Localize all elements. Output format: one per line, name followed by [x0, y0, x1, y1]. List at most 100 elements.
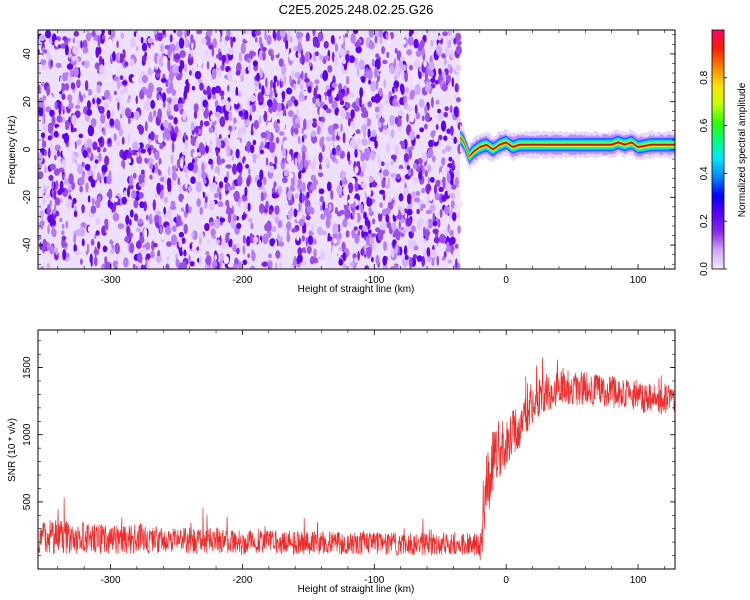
spectrogram-blob: [409, 168, 414, 177]
spectrogram-blob: [225, 35, 231, 42]
spectrogram-blob: [68, 173, 74, 185]
spectrogram-blob: [173, 104, 180, 112]
spectrogram-blob: [393, 80, 400, 89]
spectrogram-blob: [342, 96, 349, 102]
spectrogram-blob: [147, 147, 152, 154]
spectrogram-blob: [339, 48, 346, 57]
spectrogram-blob: [133, 199, 139, 209]
spectrogram-blob: [232, 263, 239, 269]
spectrogram-blob: [178, 237, 183, 248]
spectrogram-blob: [322, 70, 329, 82]
colorbar-tick-label: 0.2: [699, 214, 710, 228]
spectrogram-blob: [436, 255, 440, 266]
spectrogram-noise-blobs: [38, 30, 464, 269]
colorbar-tick-label: 0.8: [699, 70, 710, 84]
spectrogram-blob: [94, 62, 101, 70]
spectrogram-blob: [368, 79, 372, 85]
spectrogram-blob: [172, 171, 177, 181]
spectrogram-blob: [301, 127, 305, 134]
spectrogram-blob: [445, 145, 452, 152]
spectrogram-blob: [212, 38, 217, 49]
spectrogram-blob: [210, 228, 216, 237]
spectrogram-blob: [85, 32, 92, 42]
spectrogram-blob: [170, 132, 177, 142]
spectrogram-blob: [361, 138, 368, 146]
spectrogram-blob: [106, 191, 111, 198]
spectrogram-blob: [160, 77, 167, 83]
spectrogram-blob: [184, 30, 187, 39]
spectrogram-blob: [357, 230, 361, 237]
spectrogram-blob: [401, 209, 405, 216]
spectrogram-blob: [386, 162, 390, 171]
spectrogram-blob: [442, 166, 446, 175]
spectrogram-blob: [449, 236, 456, 245]
spectrogram-blob: [168, 260, 175, 269]
spectrogram-blob: [126, 151, 132, 159]
spectrogram-blob: [331, 100, 338, 110]
spectrogram-blob: [401, 71, 405, 80]
spectrogram-blob: [304, 199, 311, 208]
spectrogram-blob: [112, 202, 117, 213]
spectrogram-blob: [322, 260, 327, 269]
spectrogram-blob: [375, 79, 379, 91]
spectrogram-blob: [115, 96, 121, 103]
spectrogram-blob: [157, 134, 164, 144]
spectrogram-blob: [78, 176, 85, 186]
spectrogram-blob: [163, 174, 167, 186]
spectrogram-blob: [361, 76, 366, 83]
spectrogram-blob: [317, 31, 324, 42]
snr-plot-area: [38, 330, 675, 569]
spectrogram-blob: [94, 246, 97, 258]
spectrogram-blob: [273, 181, 277, 188]
spectrogram-blob: [297, 135, 301, 145]
spectrogram-blob: [197, 58, 202, 70]
spectrogram-blob: [54, 180, 59, 190]
spectrogram-blob: [344, 33, 349, 38]
spectrogram-blob: [435, 99, 440, 105]
spectrogram-blob: [97, 241, 101, 250]
spectrogram-blob: [261, 261, 268, 268]
spectrogram-blob: [238, 52, 243, 62]
spectrogram-blob: [129, 37, 136, 48]
spectrogram-blob: [278, 58, 284, 67]
spectrogram-blob: [93, 164, 98, 170]
spectrogram-blob: [312, 96, 317, 104]
spectrogram-blob: [97, 137, 103, 144]
spectrogram-blob: [232, 36, 236, 43]
spectrogram-blob: [116, 78, 121, 90]
spectrogram-blob: [427, 177, 430, 185]
spectrogram-blob: [308, 105, 313, 111]
spectrogram-blob: [441, 194, 447, 202]
spectrogram-blob: [216, 139, 222, 149]
spectrogram-blob: [185, 203, 189, 214]
colorbar-tick: 0.0: [699, 262, 727, 276]
spectrogram-blob: [190, 176, 196, 184]
spectrogram-blob: [454, 83, 459, 93]
spectrogram-x-tick: 0: [503, 30, 509, 286]
spectrogram-blob: [332, 123, 339, 130]
spectrogram-blob: [325, 157, 329, 165]
spectrogram-blob: [397, 110, 404, 117]
spectrogram-blob: [40, 222, 44, 230]
spectrogram-blob: [236, 216, 239, 221]
spectrogram-blob: [209, 143, 213, 154]
spectrogram-blob: [171, 141, 175, 153]
spectrogram-blob: [117, 223, 125, 230]
spectrogram-blob: [225, 164, 232, 169]
spectrogram-blob: [226, 145, 231, 157]
spectrogram-blob: [189, 70, 192, 76]
spectrogram-blob: [442, 70, 446, 81]
spectrogram-blob: [85, 30, 90, 33]
spectrogram-blob: [453, 136, 458, 144]
spectrogram-blob: [185, 83, 190, 90]
spectrogram-blob: [441, 157, 446, 166]
spectrogram-blob: [433, 236, 440, 244]
spectrogram-blob: [151, 240, 155, 251]
spectrogram-blob: [106, 174, 112, 185]
spectrogram-blob: [58, 104, 62, 116]
spectrogram-blob: [412, 163, 418, 170]
spectrogram-blob: [85, 182, 89, 193]
spectrogram-blob: [105, 131, 112, 138]
spectrogram-blob: [60, 83, 66, 92]
spectrogram-blob: [238, 92, 242, 97]
